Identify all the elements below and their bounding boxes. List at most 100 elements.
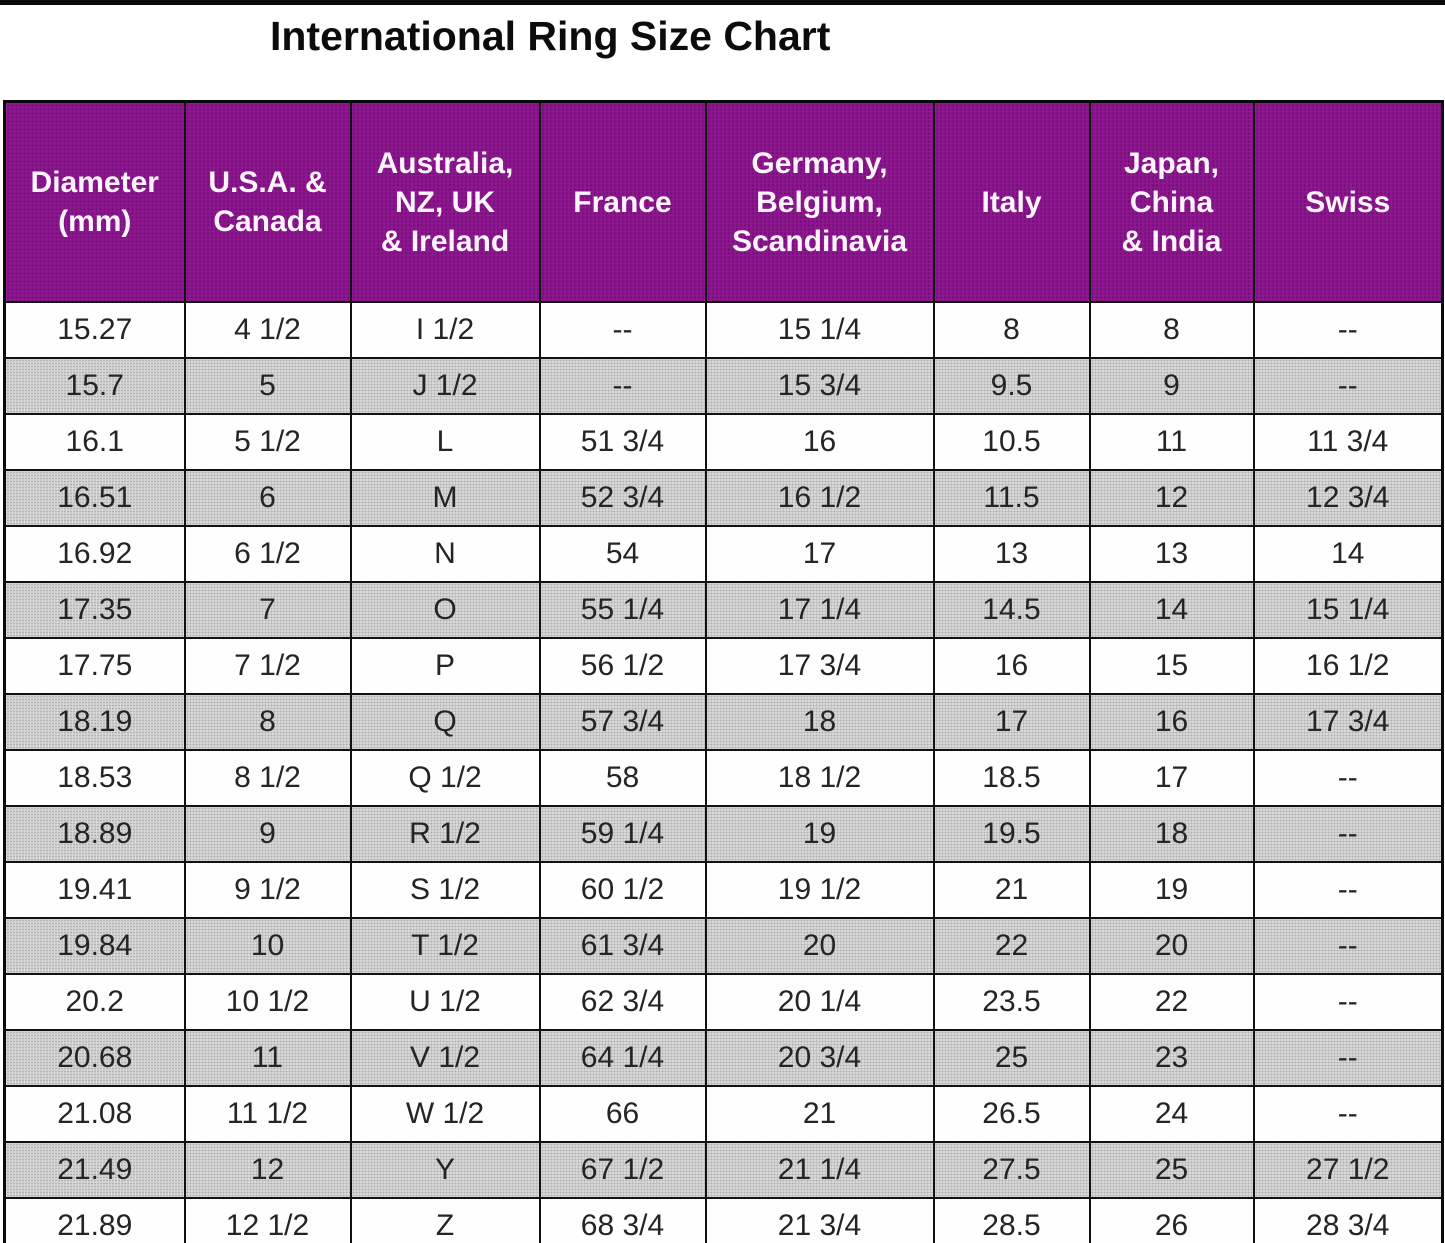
table-cell: 7 1/2: [183, 637, 352, 695]
table-cell: 18 1/2: [704, 749, 935, 807]
table-cell: 8: [932, 301, 1091, 359]
table-cell: 60 1/2: [538, 861, 707, 919]
table-cell: L: [349, 413, 541, 471]
table-row: 18.89 9 R 1/2 59 1/4 19 19.5 18 --: [3, 805, 1444, 863]
table-cell: 4 1/2: [183, 301, 352, 359]
table-cell: 17 3/4: [704, 637, 935, 695]
table-cell: 57 3/4: [538, 693, 707, 751]
table-cell: --: [1252, 1085, 1444, 1143]
table-cell: 14: [1252, 525, 1444, 583]
table-row: 15.7 5 J 1/2 -- 15 3/4 9.5 9 --: [3, 357, 1444, 415]
table-row: 21.08 11 1/2 W 1/2 66 21 26.5 24 --: [3, 1085, 1444, 1143]
table-cell: 15 1/4: [1252, 581, 1444, 639]
table-body: 15.27 4 1/2 I 1/2 -- 15 1/4 8 8 -- 15.7 5 J 1/2 -- 1…: [3, 301, 1444, 1243]
table-cell: 11 3/4: [1252, 413, 1444, 471]
column-header-usa-canada: U.S.A. & Canada: [183, 100, 352, 303]
table-cell: Q: [349, 693, 541, 751]
table-row: 18.19 8 Q 57 3/4 18 17 16 17 3/4: [3, 693, 1444, 751]
table-cell: 22: [932, 917, 1091, 975]
table-cell: 20.2: [3, 973, 186, 1031]
table-row: 16.1 5 1/2 L 51 3/4 16 10.5 11 11 3/4: [3, 413, 1444, 471]
table-cell: 17 1/4: [704, 581, 935, 639]
table-cell: 19.41: [3, 861, 186, 919]
table-cell: 16: [932, 637, 1091, 695]
table-cell: 13: [1088, 525, 1255, 583]
table-cell: 19: [704, 805, 935, 863]
table-cell: 6: [183, 469, 352, 527]
table-cell: 9.5: [932, 357, 1091, 415]
table-cell: 5: [183, 357, 352, 415]
table-cell: J 1/2: [349, 357, 541, 415]
table-cell: 52 3/4: [538, 469, 707, 527]
table-cell: 10.5: [932, 413, 1091, 471]
table-cell: 21 3/4: [704, 1197, 935, 1243]
table-cell: 18: [1088, 805, 1255, 863]
table-cell: 27 1/2: [1252, 1141, 1444, 1199]
table-cell: 19 1/2: [704, 861, 935, 919]
table-cell: --: [1252, 749, 1444, 807]
table-cell: 13: [932, 525, 1091, 583]
table-cell: 18.53: [3, 749, 186, 807]
table-cell: 10: [183, 917, 352, 975]
table-cell: 17 3/4: [1252, 693, 1444, 751]
table-row: 16.92 6 1/2 N 54 17 13 13 14: [3, 525, 1444, 583]
table-cell: 21.49: [3, 1141, 186, 1199]
table-row: 16.51 6 M 52 3/4 16 1/2 11.5 12 12 3/4: [3, 469, 1444, 527]
table-cell: 23.5: [932, 973, 1091, 1031]
table-cell: 8: [1088, 301, 1255, 359]
table-cell: 23: [1088, 1029, 1255, 1087]
table-cell: 9 1/2: [183, 861, 352, 919]
table-cell: 8 1/2: [183, 749, 352, 807]
table-cell: Y: [349, 1141, 541, 1199]
table-cell: T 1/2: [349, 917, 541, 975]
table-cell: 20 3/4: [704, 1029, 935, 1087]
table-cell: 20 1/4: [704, 973, 935, 1031]
table-cell: --: [1252, 301, 1444, 359]
table-cell: 20: [1088, 917, 1255, 975]
table-cell: 12: [183, 1141, 352, 1199]
table-cell: --: [538, 301, 707, 359]
table-cell: --: [1252, 917, 1444, 975]
table-cell: 18: [704, 693, 935, 751]
table-row: 17.35 7 O 55 1/4 17 1/4 14.5 14 15 1/4: [3, 581, 1444, 639]
table-cell: 7: [183, 581, 352, 639]
column-header-france: France: [538, 100, 707, 303]
table-cell: --: [1252, 861, 1444, 919]
table-row: 20.68 11 V 1/2 64 1/4 20 3/4 25 23 --: [3, 1029, 1444, 1087]
table-cell: 16 1/2: [704, 469, 935, 527]
table-cell: 64 1/4: [538, 1029, 707, 1087]
table-cell: 11: [1088, 413, 1255, 471]
table-cell: 19.5: [932, 805, 1091, 863]
table-cell: 12 1/2: [183, 1197, 352, 1243]
table-cell: 16.92: [3, 525, 186, 583]
table-cell: 19: [1088, 861, 1255, 919]
table-cell: 26: [1088, 1197, 1255, 1243]
table-cell: N: [349, 525, 541, 583]
table-cell: 15 1/4: [704, 301, 935, 359]
table-cell: 19.84: [3, 917, 186, 975]
table-cell: 9: [183, 805, 352, 863]
table-cell: 56 1/2: [538, 637, 707, 695]
table-cell: 8: [183, 693, 352, 751]
table-cell: 11.5: [932, 469, 1091, 527]
table-row: 19.41 9 1/2 S 1/2 60 1/2 19 1/2 21 19 --: [3, 861, 1444, 919]
table-cell: 15 3/4: [704, 357, 935, 415]
table-cell: 66: [538, 1085, 707, 1143]
table-cell: 24: [1088, 1085, 1255, 1143]
table-row: 15.27 4 1/2 I 1/2 -- 15 1/4 8 8 --: [3, 301, 1444, 359]
table-cell: 18.19: [3, 693, 186, 751]
table-header-row: Diameter (mm) U.S.A. & Canada Australia,…: [3, 100, 1444, 303]
table-cell: 55 1/4: [538, 581, 707, 639]
table-cell: U 1/2: [349, 973, 541, 1031]
table-cell: 16.1: [3, 413, 186, 471]
table-row: 17.75 7 1/2 P 56 1/2 17 3/4 16 15 16 1/2: [3, 637, 1444, 695]
table-cell: 14: [1088, 581, 1255, 639]
top-border-line: [0, 0, 1445, 5]
table-cell: 25: [1088, 1141, 1255, 1199]
table-cell: 25: [932, 1029, 1091, 1087]
table-cell: 67 1/2: [538, 1141, 707, 1199]
table-cell: 21 1/4: [704, 1141, 935, 1199]
table-cell: 21: [704, 1085, 935, 1143]
table-cell: 61 3/4: [538, 917, 707, 975]
table-cell: --: [1252, 1029, 1444, 1087]
